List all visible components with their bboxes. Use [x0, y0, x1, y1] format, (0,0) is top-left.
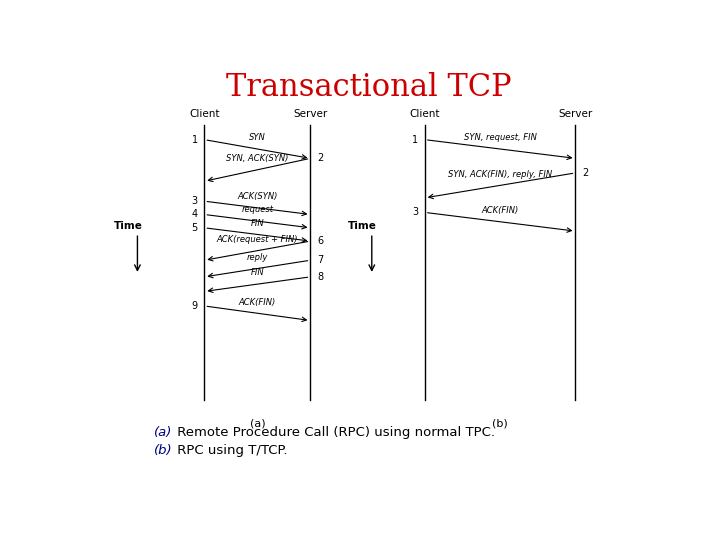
- Text: SYN, ACK(FIN), reply, FIN: SYN, ACK(FIN), reply, FIN: [448, 170, 552, 179]
- Text: Client: Client: [189, 109, 220, 119]
- Text: Time: Time: [348, 221, 377, 231]
- Text: 3: 3: [412, 207, 418, 218]
- Text: ACK(FIN): ACK(FIN): [482, 206, 518, 215]
- Text: 1: 1: [412, 134, 418, 145]
- Text: (b): (b): [492, 418, 508, 428]
- Text: Transactional TCP: Transactional TCP: [226, 72, 512, 103]
- Text: request: request: [241, 206, 274, 214]
- Text: SYN, ACK(SYN): SYN, ACK(SYN): [226, 154, 289, 163]
- Text: 7: 7: [317, 255, 323, 265]
- Text: reply: reply: [247, 253, 268, 262]
- Text: 3: 3: [192, 196, 198, 206]
- Text: Remote Procedure Call (RPC) using normal TPC.: Remote Procedure Call (RPC) using normal…: [173, 426, 495, 439]
- Text: SYN: SYN: [249, 133, 266, 143]
- Text: 4: 4: [192, 210, 198, 219]
- Text: Client: Client: [410, 109, 440, 119]
- Text: 1: 1: [192, 134, 198, 145]
- Text: 8: 8: [317, 272, 323, 282]
- Text: (a): (a): [154, 426, 173, 439]
- Text: 5: 5: [192, 223, 198, 233]
- Text: 6: 6: [317, 236, 323, 246]
- Text: 2: 2: [582, 168, 588, 178]
- Text: Time: Time: [114, 221, 143, 231]
- Text: 2: 2: [317, 153, 323, 164]
- Text: ACK(SYN): ACK(SYN): [237, 192, 278, 201]
- Text: (b): (b): [154, 444, 173, 457]
- Text: 9: 9: [192, 301, 198, 311]
- Text: FIN: FIN: [251, 219, 264, 228]
- Text: RPC using T/TCP.: RPC using T/TCP.: [173, 444, 287, 457]
- Text: ACK(request + FIN): ACK(request + FIN): [217, 235, 298, 244]
- Text: FIN: FIN: [251, 268, 264, 278]
- Text: Server: Server: [293, 109, 328, 119]
- Text: SYN, request, FIN: SYN, request, FIN: [464, 133, 536, 143]
- Text: (a): (a): [250, 418, 265, 428]
- Text: ACK(FIN): ACK(FIN): [239, 298, 276, 307]
- Text: Server: Server: [558, 109, 593, 119]
